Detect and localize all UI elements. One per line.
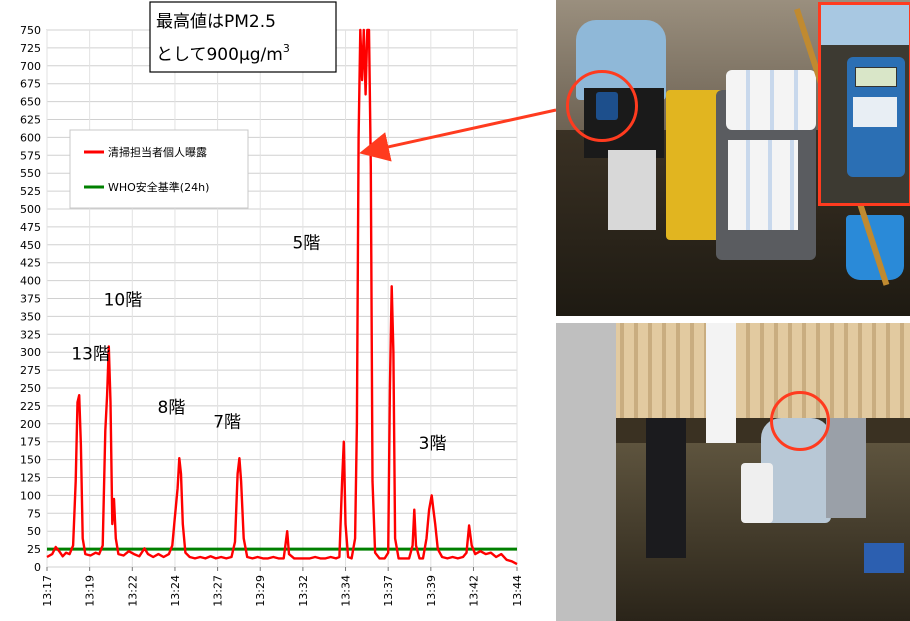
callout-box	[149, 1, 337, 73]
inset-device-label	[853, 97, 897, 127]
y-tick-label: 300	[20, 346, 41, 359]
monitor-highlight-circle	[566, 70, 638, 142]
floor-label: 3階	[419, 434, 447, 454]
cart-paper-rolls-lower	[728, 140, 798, 230]
x-axis-ticks: 13:17 13:19 13:22 13:24 13:27 13:29 13:32 13:34…	[41, 575, 524, 607]
y-tick-label: 200	[20, 418, 41, 431]
series-layer	[46, 28, 518, 566]
x-tick-label: 13:34	[340, 575, 353, 607]
y-tick-label: 350	[20, 310, 41, 323]
x-tick-label: 13:32	[297, 575, 310, 607]
callout-line-2-main: として900μg/m	[156, 45, 283, 65]
horizontal-gridlines	[47, 29, 517, 568]
y-tick-label: 550	[20, 167, 41, 180]
y-tick-label: 50	[27, 525, 41, 538]
floor-label: 13階	[71, 344, 110, 364]
callout-line-2: として900μg/m3	[156, 42, 290, 65]
peak-callout: 最高値はPM2.5 として900μg/m3	[149, 1, 337, 73]
x-tick-label: 13:24	[169, 575, 182, 607]
y-tick-label: 250	[20, 382, 41, 395]
y-tick-label: 25	[27, 543, 41, 556]
left-wall	[556, 323, 616, 621]
floor-label: 7階	[213, 412, 241, 432]
x-tick-label: 13:44	[511, 575, 524, 607]
floor-label: 8階	[158, 398, 186, 418]
worker-pants	[608, 150, 656, 230]
callout-line-1: 最高値はPM2.5	[156, 12, 276, 32]
y-tick-label: 0	[34, 561, 41, 574]
y-tick-label: 625	[20, 114, 41, 127]
floor-label: 5階	[292, 233, 320, 253]
exposure-chart: 0255075100125150175200225250275300325350…	[20, 1, 524, 607]
x-tick-label: 13:22	[126, 575, 139, 607]
y-tick-label: 325	[20, 328, 41, 341]
y-tick-label: 725	[20, 42, 41, 55]
curtain	[596, 323, 910, 418]
y-tick-label: 525	[20, 185, 41, 198]
y-tick-label: 175	[20, 436, 41, 449]
restroom-cleaning-photo	[556, 323, 910, 621]
x-tick-label: 13:42	[467, 575, 480, 607]
floor-annotations: 13階 10階 8階 7階 5階 3階	[71, 233, 446, 453]
white-buckets	[741, 463, 773, 523]
x-tick-label: 13:19	[84, 575, 97, 607]
x-tick-label: 13:27	[212, 575, 225, 607]
x-tick-label: 13:37	[382, 575, 395, 607]
y-tick-label: 100	[20, 489, 41, 502]
standing-person-legs	[646, 418, 686, 558]
y-tick-label: 575	[20, 149, 41, 162]
y-tick-label: 675	[20, 78, 41, 91]
inset-device	[847, 57, 905, 177]
doorway-light	[706, 323, 736, 443]
y-tick-label: 75	[27, 507, 41, 520]
y-tick-label: 475	[20, 221, 41, 234]
y-tick-label: 225	[20, 400, 41, 413]
y-tick-label: 450	[20, 239, 41, 252]
dustpan	[864, 543, 904, 573]
x-tick-label: 13:39	[425, 575, 438, 607]
legend-box	[69, 129, 249, 209]
y-tick-label: 400	[20, 275, 41, 288]
monitor-on-belt	[596, 92, 618, 120]
y-tick-label: 500	[20, 203, 41, 216]
x-tick-label: 13:17	[41, 575, 54, 607]
cleaning-cart-photo	[556, 0, 910, 316]
legend: 清掃担当者個人曝露 WHO安全基準(24h)	[69, 129, 249, 209]
y-axis-ticks: 0 25 50 75 100 125 150 175 200 225 250 275 300 325 350…	[20, 24, 41, 574]
y-tick-label: 650	[20, 96, 41, 109]
inset-shirt	[821, 5, 909, 45]
monitor-inset	[818, 2, 910, 206]
y-tick-label: 275	[20, 364, 41, 377]
y-tick-label: 600	[20, 131, 41, 144]
y-tick-label: 150	[20, 454, 41, 467]
right-person-legs	[826, 418, 866, 518]
y-tick-label: 375	[20, 293, 41, 306]
series-line-exposure	[46, 28, 518, 566]
legend-label-exposure: 清掃担当者個人曝露	[108, 145, 207, 159]
y-tick-label: 750	[20, 24, 41, 37]
callout-line-2-sup: 3	[283, 42, 290, 55]
monitor-highlight-circle-2	[770, 391, 830, 451]
inset-device-screen	[855, 67, 897, 87]
floor-label: 10階	[104, 291, 143, 311]
cart-paper-rolls	[726, 70, 816, 130]
y-tick-label: 700	[20, 60, 41, 73]
x-tick-label: 13:29	[254, 575, 267, 607]
y-tick-label: 125	[20, 472, 41, 485]
y-tick-label: 425	[20, 257, 41, 270]
legend-label-who: WHO安全基準(24h)	[108, 180, 209, 194]
